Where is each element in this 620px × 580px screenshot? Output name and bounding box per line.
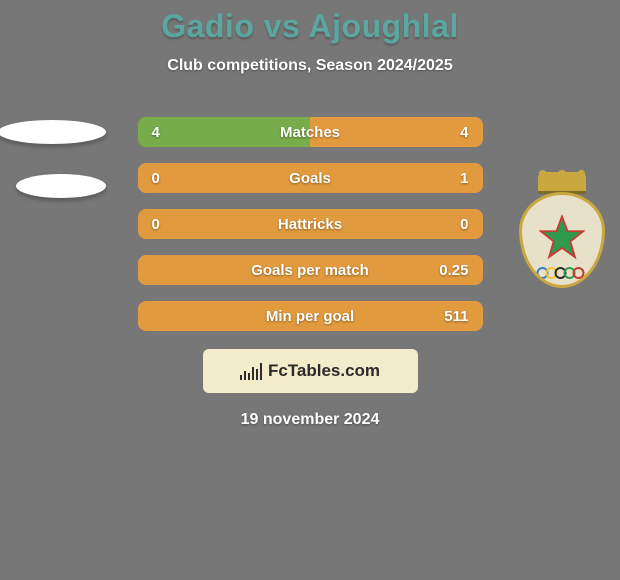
shield-icon [519,192,605,288]
stat-label: Goals [138,170,483,187]
stat-row: Min per goal511 [138,301,483,331]
comparison-card: Gadio vs Ajoughlal Club competitions, Se… [0,0,620,580]
player-right-name: Ajoughlal [309,8,459,44]
stat-row: Goals per match0.25 [138,255,483,285]
bar-chart-icon [240,362,262,380]
stat-row: 0Hattricks0 [138,209,483,239]
stat-label: Matches [138,124,483,141]
bar [260,363,262,380]
stat-label: Hattricks [138,216,483,233]
fctables-label: FcTables.com [268,361,380,381]
placeholder-ellipse [0,120,106,144]
stat-value-right: 511 [444,308,468,325]
stat-value-right: 0.25 [439,262,468,279]
stat-value-right: 1 [460,170,468,187]
star-shape [541,217,583,257]
bar [240,375,242,380]
stat-label: Goals per match [138,262,483,279]
bar [252,367,254,380]
stat-label: Min per goal [138,308,483,325]
olympic-rings-icon [540,267,585,279]
stat-row: 4Matches4 [138,117,483,147]
page-title: Gadio vs Ajoughlal [0,0,620,45]
team-logo-right [502,170,620,300]
subtitle: Club competitions, Season 2024/2025 [0,57,620,75]
fctables-badge[interactable]: FcTables.com [203,349,418,393]
stat-value-right: 4 [460,124,468,141]
club-crest [512,170,612,300]
stat-value-right: 0 [460,216,468,233]
stat-row: 0Goals1 [138,163,483,193]
date-label: 19 november 2024 [0,411,620,429]
star-icon [539,215,585,261]
stats-table: 4Matches40Goals10Hattricks0Goals per mat… [138,117,483,331]
player-left-name: Gadio [161,8,254,44]
bar [256,369,258,380]
crown-icon [538,172,586,194]
ring [573,267,585,279]
title-separator: vs [264,8,301,44]
bar [244,371,246,380]
team-logo-left [0,120,118,228]
placeholder-ellipse [16,174,106,198]
bar [248,373,250,380]
